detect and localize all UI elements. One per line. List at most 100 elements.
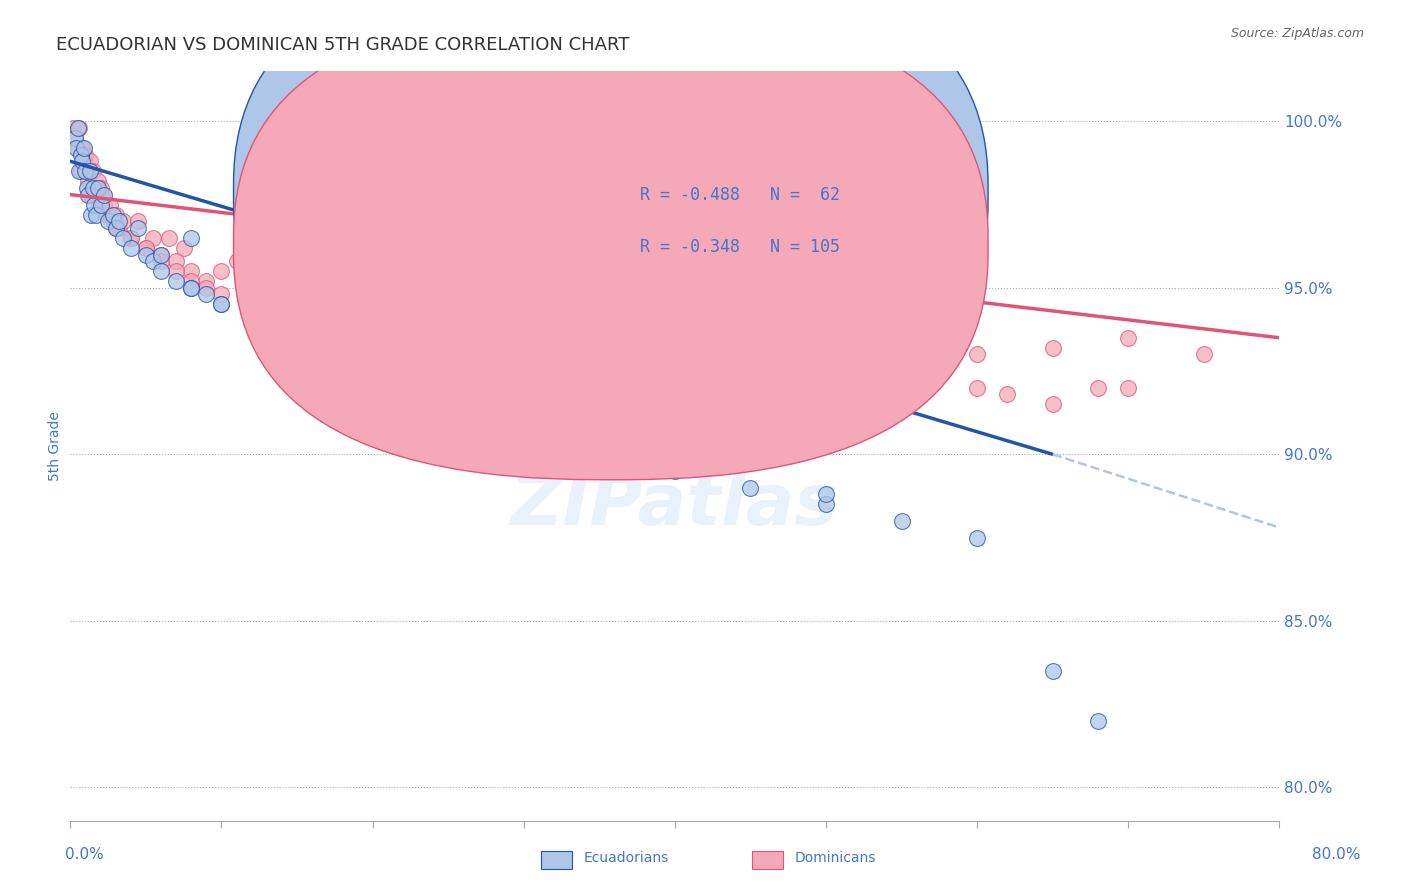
Point bbox=[67, 120, 90, 135]
Point bbox=[87, 197, 110, 211]
FancyBboxPatch shape bbox=[567, 153, 953, 289]
Point bbox=[391, 331, 415, 345]
Point bbox=[79, 154, 101, 169]
Point bbox=[482, 314, 505, 328]
Point bbox=[1087, 714, 1109, 728]
Point bbox=[890, 514, 912, 528]
Point bbox=[890, 331, 912, 345]
Point bbox=[76, 181, 98, 195]
Point bbox=[966, 381, 988, 395]
Point bbox=[1042, 397, 1064, 411]
Point bbox=[77, 174, 100, 188]
Point bbox=[695, 331, 717, 345]
Point bbox=[346, 320, 368, 334]
Point bbox=[588, 441, 610, 455]
Point bbox=[127, 220, 149, 235]
Point bbox=[664, 354, 686, 368]
Point bbox=[72, 141, 94, 155]
Point bbox=[120, 231, 142, 245]
Point bbox=[86, 181, 108, 195]
Point bbox=[740, 481, 762, 495]
Point bbox=[664, 314, 686, 328]
Point bbox=[127, 214, 149, 228]
Point bbox=[391, 381, 415, 395]
Point bbox=[180, 274, 202, 288]
Point bbox=[453, 297, 475, 311]
Point bbox=[211, 264, 233, 278]
Point bbox=[165, 274, 187, 288]
Point bbox=[270, 331, 294, 345]
Point bbox=[211, 297, 233, 311]
Point bbox=[66, 141, 89, 155]
Point bbox=[498, 354, 520, 368]
Point bbox=[285, 308, 308, 322]
Point bbox=[361, 331, 384, 345]
Point bbox=[97, 214, 120, 228]
Point bbox=[740, 341, 762, 355]
Point bbox=[90, 181, 111, 195]
Point bbox=[135, 247, 157, 261]
Point bbox=[422, 308, 444, 322]
Point bbox=[890, 387, 912, 401]
Point bbox=[361, 287, 384, 301]
Point bbox=[72, 154, 94, 169]
Point bbox=[543, 320, 565, 334]
Point bbox=[240, 297, 263, 311]
Point bbox=[332, 320, 354, 334]
Point bbox=[80, 208, 103, 222]
Point bbox=[332, 308, 354, 322]
Text: R = -0.488   N =  62: R = -0.488 N = 62 bbox=[640, 186, 839, 204]
Point bbox=[104, 220, 127, 235]
Point bbox=[240, 314, 263, 328]
Point bbox=[633, 331, 655, 345]
Point bbox=[195, 274, 218, 288]
Point bbox=[107, 220, 129, 235]
Point bbox=[142, 254, 165, 268]
Point bbox=[120, 241, 142, 255]
Point bbox=[66, 120, 89, 135]
Point bbox=[63, 131, 86, 145]
Point bbox=[1118, 381, 1140, 395]
Point bbox=[79, 164, 101, 178]
Point bbox=[91, 187, 114, 202]
Point bbox=[785, 374, 807, 388]
Text: Source: ZipAtlas.com: Source: ZipAtlas.com bbox=[1230, 27, 1364, 40]
Point bbox=[815, 497, 838, 511]
Point bbox=[966, 347, 988, 361]
Text: ECUADORIAN VS DOMINICAN 5TH GRADE CORRELATION CHART: ECUADORIAN VS DOMINICAN 5TH GRADE CORREL… bbox=[56, 36, 630, 54]
Point bbox=[96, 208, 118, 222]
Point bbox=[588, 314, 610, 328]
Text: 80.0%: 80.0% bbox=[1312, 847, 1360, 862]
Point bbox=[73, 141, 96, 155]
Point bbox=[180, 281, 202, 295]
Point bbox=[65, 141, 87, 155]
Point bbox=[513, 354, 536, 368]
Text: R = -0.348   N = 105: R = -0.348 N = 105 bbox=[640, 238, 839, 256]
Point bbox=[1192, 347, 1215, 361]
Point bbox=[150, 247, 173, 261]
Point bbox=[180, 231, 202, 245]
Point bbox=[93, 197, 115, 211]
Point bbox=[285, 281, 308, 295]
Point bbox=[316, 274, 339, 288]
Point bbox=[63, 131, 86, 145]
Point bbox=[285, 274, 308, 288]
Point bbox=[180, 264, 202, 278]
Point bbox=[101, 214, 124, 228]
Point bbox=[1118, 331, 1140, 345]
Point bbox=[135, 241, 157, 255]
Bar bbox=[541, 851, 572, 869]
Point bbox=[240, 264, 263, 278]
Point bbox=[104, 208, 127, 222]
Point bbox=[83, 181, 105, 195]
Point bbox=[173, 241, 195, 255]
Point bbox=[1042, 664, 1064, 678]
Point bbox=[75, 147, 97, 161]
Point bbox=[815, 347, 838, 361]
Point bbox=[815, 381, 838, 395]
Point bbox=[211, 297, 233, 311]
Point bbox=[62, 120, 84, 135]
Point bbox=[90, 197, 111, 211]
Point bbox=[150, 254, 173, 268]
Point bbox=[80, 187, 103, 202]
